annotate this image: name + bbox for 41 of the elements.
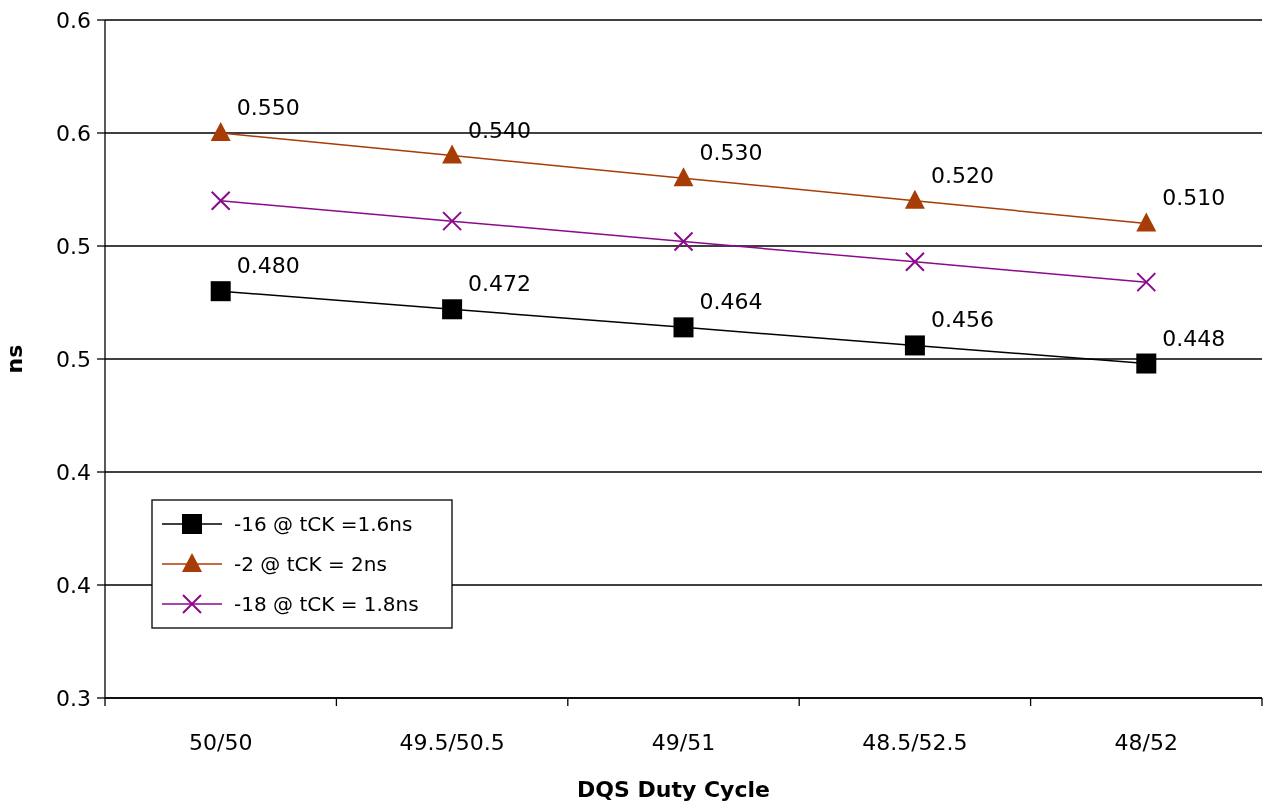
data-label: 0.520 [930, 162, 994, 188]
legend-label: -18 @ tCK = 1.8ns [234, 592, 419, 616]
data-label: 0.472 [468, 271, 532, 297]
x-tick-label: 50/50 [189, 730, 253, 755]
point [673, 231, 694, 252]
legend-label: -2 @ tCK = 2ns [234, 552, 387, 576]
point [673, 317, 694, 338]
point [904, 251, 925, 272]
y-tick-label: 0.5 [56, 233, 91, 259]
y-tick-label: 0.4 [56, 459, 91, 485]
y-tick-label: 0.4 [56, 572, 91, 598]
data-label: 0.510 [1162, 185, 1226, 211]
y-tick-label: 0.6 [56, 120, 91, 146]
point [210, 122, 231, 141]
point [904, 335, 925, 356]
point [442, 144, 463, 164]
point [1136, 353, 1157, 374]
y-tick-label: 0.5 [56, 346, 91, 372]
data-label: 0.456 [930, 307, 994, 333]
point [210, 281, 231, 302]
legend-label: -16 @ tCK =1.6ns [234, 512, 413, 536]
x-tick-label: 49/51 [651, 730, 716, 755]
x-tick-label: 48/52 [1114, 730, 1178, 755]
y-tick-label: 0.6 [56, 7, 91, 33]
point [442, 211, 463, 232]
data-label: 0.480 [236, 253, 300, 279]
y-axis-title: ns [2, 344, 27, 374]
point [442, 299, 463, 320]
x-tick-label: 49.5/50.5 [399, 730, 505, 755]
data-label: 0.550 [236, 95, 300, 120]
point [210, 190, 231, 211]
data-label: 0.448 [1162, 325, 1226, 351]
x-tick-label: 48.5/52.5 [862, 730, 968, 755]
y-tick-label: 0.3 [56, 685, 91, 711]
data-label: 0.530 [699, 140, 763, 166]
point [904, 189, 925, 209]
x-axis-title: DQS Duty Cycle [577, 777, 770, 801]
point [1136, 212, 1157, 232]
data-label: 0.464 [699, 289, 763, 315]
point [673, 167, 694, 187]
point [1136, 272, 1157, 293]
